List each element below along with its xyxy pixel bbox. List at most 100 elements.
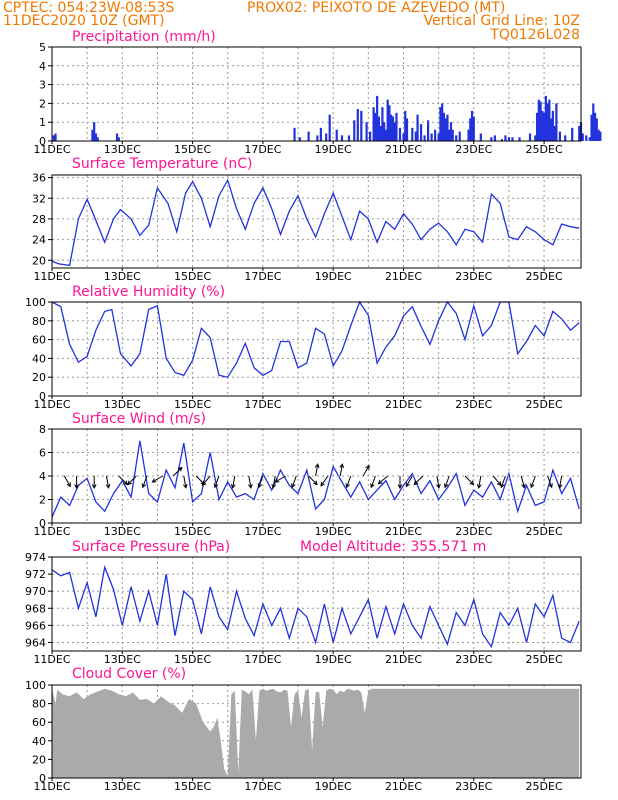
pressure-xtick-label: 13DEC: [104, 653, 141, 666]
run-date: 11DEC2020 10Z (GMT): [3, 13, 165, 29]
precip-bar: [381, 107, 384, 141]
wind-arrow-head: [230, 483, 236, 489]
wind-arrow: [172, 466, 183, 477]
precip-bar: [446, 114, 449, 141]
wind-xtick-label: 11DEC: [33, 525, 70, 538]
temp-xtick-label: 17DEC: [244, 270, 281, 283]
wind-arrow: [413, 475, 424, 486]
temp-xtick-label: 13DEC: [104, 270, 141, 283]
wind-arrow: [151, 475, 163, 483]
wind-arrow-shaft: [339, 464, 343, 477]
precip-bar: [490, 137, 493, 141]
pressure-xtick-label: 11DEC: [33, 653, 70, 666]
precip-bar: [544, 95, 547, 141]
temp-title: Surface Temperature (nC): [72, 156, 253, 172]
pressure-xtick-label: 21DEC: [385, 653, 422, 666]
wind-arrow: [492, 475, 502, 486]
precip-bar: [372, 107, 375, 141]
temp-ytick-label: 36: [32, 172, 46, 185]
wind-arrow-shaft: [500, 475, 506, 488]
wind-arrow-shaft: [520, 475, 525, 488]
pressure-xtick-label: 25DEC: [526, 653, 563, 666]
wind-xtick-label: 15DEC: [174, 525, 211, 538]
wind-arrow-shaft: [405, 475, 413, 487]
wind-arrow: [314, 463, 320, 477]
precip-xtick-label: 19DEC: [315, 143, 352, 156]
cloud-panel: 0 20 40 60 80 100 11DEC 13DEC 15DEC 17DEC 19DEC 21D…: [25, 666, 582, 793]
wind-arrow: [436, 475, 441, 489]
precip-bar: [379, 125, 382, 141]
temp-xtick-label: 25DEC: [526, 270, 563, 283]
wind-arrow: [476, 475, 482, 489]
precip-bar: [383, 122, 386, 141]
wind-arrow: [320, 475, 329, 487]
precip-bar: [555, 103, 558, 141]
wind-arrow-head: [66, 482, 71, 488]
wind-arrow: [557, 475, 563, 489]
rh-xtick-label: 15DEC: [174, 398, 211, 411]
wind-xtick-label: 17DEC: [244, 525, 281, 538]
wind-ytick-label: 4: [39, 470, 46, 483]
wind-arrow-shaft: [492, 475, 502, 486]
wind-arrow: [464, 475, 475, 486]
wind-arrow: [248, 475, 253, 489]
precip-bar: [451, 129, 454, 141]
wind-arrow: [520, 475, 526, 489]
precip-bar: [479, 133, 482, 141]
temp-xtick-label: 23DEC: [455, 270, 492, 283]
precip-bar: [537, 99, 540, 141]
wind-arrow: [63, 475, 71, 488]
wind-arrow-shaft: [308, 475, 318, 485]
precip-xtick-label: 13DEC: [104, 143, 141, 156]
wind-arrow-shaft: [444, 475, 450, 488]
precip-bar: [439, 107, 442, 141]
precip-bar: [353, 120, 356, 141]
wind-arrow-head: [548, 483, 553, 489]
wind-arrow-head: [413, 480, 419, 486]
precip-bar: [434, 129, 437, 141]
cloud-ytick-label: 80: [32, 698, 46, 711]
precip-bar: [390, 114, 393, 141]
wind-arrow-head: [177, 466, 183, 472]
precip-bar: [571, 127, 574, 141]
wind-arrow-head: [123, 480, 129, 486]
precip-bar: [298, 137, 301, 141]
rh-ytick-label: 100: [25, 296, 46, 309]
precip-bar: [470, 110, 474, 141]
rh-ytick-label: 0: [39, 390, 46, 403]
pressure-panel: 964 966 968 970 972 974 11DEC 13DEC 15DEC 17DEC 19…: [25, 539, 582, 666]
wind-arrow-shaft: [413, 475, 424, 485]
wind-arrow-head: [405, 482, 410, 488]
wind-arrow-head: [314, 463, 320, 469]
precip-bar: [335, 129, 338, 141]
precip-bar: [386, 99, 389, 141]
wind-arrow: [141, 475, 148, 489]
precip-bar: [588, 137, 591, 141]
rh-title: Relative Humidity (%): [72, 284, 225, 300]
wind-arrow-shaft: [464, 475, 474, 485]
precip-bar: [546, 103, 549, 141]
precip-bar: [411, 127, 414, 141]
wind-arrow-shaft: [118, 475, 128, 485]
wind-arrow: [201, 475, 211, 486]
wind-arrow: [362, 464, 370, 477]
wind-arrow-shaft: [258, 475, 264, 488]
wind-arrow: [397, 476, 403, 490]
precip-bar: [374, 112, 377, 141]
wind-arrow: [339, 463, 345, 477]
rh-panel: 0 20 40 60 80 100 11DEC 13DEC 15DEC 17DEC 19DEC 21D…: [25, 284, 582, 411]
wind-ytick-label: 0: [39, 517, 46, 530]
wind-arrow: [443, 475, 450, 489]
precip-bar: [360, 110, 363, 141]
precip-frame: [51, 46, 582, 142]
cloud-ytick-label: 40: [32, 735, 46, 748]
pressure-line: [51, 564, 580, 649]
precip-bar: [115, 133, 119, 141]
precip-bar: [564, 135, 567, 141]
cloud-ytick-label: 0: [39, 772, 46, 785]
precip-bar: [458, 131, 461, 141]
cloud-title: Cloud Cover (%): [72, 666, 186, 682]
precip-bar: [426, 120, 430, 141]
temp-xtick-label: 21DEC: [385, 270, 422, 283]
